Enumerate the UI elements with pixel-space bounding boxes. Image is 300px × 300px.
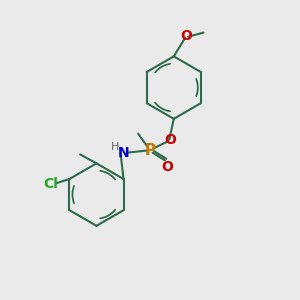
Text: P: P [144, 142, 156, 158]
Text: Cl: Cl [44, 177, 59, 191]
Text: N: N [117, 146, 129, 160]
Text: H: H [111, 142, 119, 152]
Text: O: O [162, 160, 173, 174]
Text: O: O [165, 133, 176, 147]
Text: O: O [180, 29, 192, 43]
